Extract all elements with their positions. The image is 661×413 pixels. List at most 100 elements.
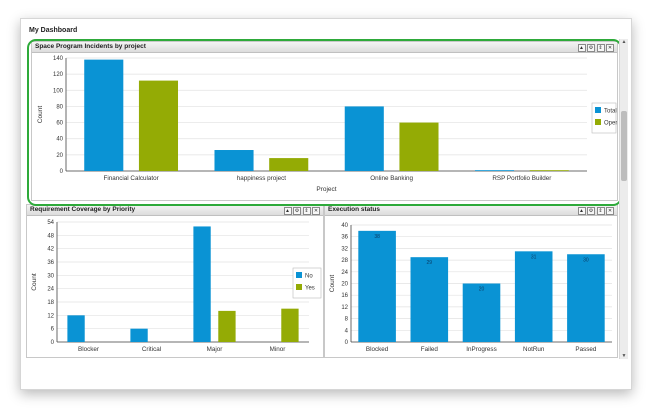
- y-tick-label: 100: [53, 88, 64, 94]
- y-tick-label: 54: [47, 220, 54, 226]
- y-tick-label: 0: [345, 340, 349, 346]
- legend-label: Yes: [305, 286, 315, 292]
- x-tick-label: Minor: [270, 346, 286, 353]
- x-tick-label: Failed: [421, 346, 439, 353]
- requirement-coverage-panel-title: Requirement Coverage by Priority: [30, 206, 136, 213]
- data-label: 38: [374, 234, 380, 240]
- resize-icon[interactable]: ⇕: [302, 206, 311, 215]
- bar: [269, 158, 309, 171]
- settings-icon[interactable]: ⚙: [587, 43, 595, 52]
- execution-status-panel-title: Execution status: [328, 206, 381, 213]
- y-tick-label: 48: [47, 233, 54, 239]
- execution-status-chart: 0 4 8 12 16 20 24 28 32 36 40 38 Blocked 29 Failed 20 In…: [329, 223, 612, 353]
- y-tick-label: 18: [47, 300, 54, 306]
- y-tick-label: 4: [345, 328, 349, 334]
- y-tick-label: 28: [341, 258, 348, 264]
- legend-swatch: [595, 119, 601, 125]
- y-tick-label: 30: [47, 273, 54, 279]
- y-tick-label: 24: [47, 287, 54, 293]
- bar: [130, 328, 148, 342]
- x-tick-label: Passed: [575, 346, 597, 353]
- data-label: 30: [583, 257, 589, 263]
- legend-label: Open: [604, 121, 617, 127]
- x-tick-label: Major: [207, 346, 223, 353]
- y-tick-label: 0: [51, 340, 55, 346]
- close-icon[interactable]: ✕: [606, 206, 614, 215]
- legend-box: [591, 102, 617, 134]
- x-tick-label: Blocked: [366, 346, 389, 353]
- dashboard-title: My Dashboard: [29, 27, 78, 34]
- y-tick-label: 20: [56, 153, 63, 159]
- resize-icon[interactable]: ⇕: [596, 206, 605, 215]
- bar: [218, 310, 236, 342]
- x-tick-label: Online Banking: [370, 175, 413, 182]
- bar: [138, 80, 179, 171]
- bar: [399, 122, 439, 171]
- requirement-coverage-chart: 0 6 12 18 24 30 36 42 48 54 Blocker Critical Major Mi…: [31, 220, 322, 353]
- incidents-chart: 0 20 40 60 80 100 120 140 Financial Calculator ha…: [37, 56, 617, 193]
- x-axis-title: Project: [316, 186, 336, 193]
- incidents-panel: Space Program Incidents by project ▲ ⚙ ⇕…: [31, 41, 618, 201]
- data-label: 20: [479, 287, 485, 293]
- requirement-coverage-panel-header: Requirement Coverage by Priority ▲ ⚙ ⇕ ✕: [27, 205, 323, 216]
- y-axis-title: Count: [37, 106, 44, 124]
- bar: [567, 254, 605, 342]
- resize-icon[interactable]: ⇕: [596, 43, 605, 52]
- legend-swatch: [595, 107, 601, 113]
- y-tick-label: 60: [56, 121, 63, 127]
- dashboard-window: My Dashboard Space Program Incidents by …: [20, 18, 632, 390]
- y-tick-label: 24: [341, 270, 348, 276]
- bar: [84, 59, 124, 171]
- bar: [474, 170, 515, 171]
- scroll-down-icon[interactable]: ▼: [621, 353, 627, 359]
- settings-icon[interactable]: ⚙: [587, 206, 595, 215]
- y-tick-label: 36: [47, 260, 54, 266]
- scrollbar-thumb[interactable]: [621, 111, 627, 181]
- y-tick-label: 80: [56, 104, 63, 110]
- y-tick-label: 12: [341, 305, 348, 311]
- bar: [514, 251, 553, 342]
- y-tick-label: 42: [47, 247, 54, 253]
- bar: [67, 315, 85, 342]
- incidents-panel-controls: ▲ ⚙ ⇕ ✕: [577, 43, 614, 52]
- close-icon[interactable]: ✕: [312, 206, 320, 215]
- y-tick-label: 16: [341, 293, 348, 299]
- legend-swatch: [296, 272, 302, 278]
- y-tick-label: 40: [56, 137, 63, 143]
- requirement-coverage-panel-controls: ▲ ⚙ ⇕ ✕: [283, 206, 320, 215]
- execution-status-panel: Execution status ▲ ⚙ ⇕ ✕ 0 4 8 12 16 20 24 28 32…: [324, 204, 618, 358]
- y-tick-label: 32: [341, 246, 348, 252]
- scroll-up-icon[interactable]: ▲: [621, 39, 627, 45]
- bar: [281, 308, 299, 342]
- bar: [410, 257, 449, 342]
- settings-icon[interactable]: ⚙: [293, 206, 301, 215]
- collapse-icon[interactable]: ▲: [577, 43, 586, 52]
- incidents-panel-header: Space Program Incidents by project ▲ ⚙ ⇕…: [32, 42, 617, 53]
- y-tick-label: 6: [51, 327, 55, 333]
- bar: [193, 226, 211, 342]
- y-tick-label: 140: [53, 56, 64, 62]
- incidents-panel-title: Space Program Incidents by project: [35, 43, 146, 50]
- dashboard-scrollbar[interactable]: ▲ ▼: [619, 39, 628, 359]
- collapse-icon[interactable]: ▲: [283, 206, 292, 215]
- y-tick-label: 0: [60, 169, 64, 175]
- bar: [344, 106, 384, 171]
- y-tick-label: 20: [341, 282, 348, 288]
- legend-label: Total: [604, 109, 617, 115]
- bar: [358, 230, 396, 342]
- x-tick-label: InProgress: [466, 346, 496, 353]
- x-tick-label: happiness project: [237, 175, 287, 182]
- legend-label: No: [305, 274, 313, 280]
- legend-swatch: [296, 284, 302, 290]
- x-tick-label: NotRun: [523, 346, 545, 353]
- y-tick-label: 8: [345, 317, 349, 323]
- x-tick-label: Blocker: [78, 346, 99, 353]
- y-axis-title: Count: [31, 273, 38, 291]
- collapse-icon[interactable]: ▲: [577, 206, 586, 215]
- x-tick-label: Critical: [142, 346, 161, 353]
- y-tick-label: 40: [341, 223, 348, 229]
- x-tick-label: Financial Calculator: [103, 175, 158, 182]
- requirement-coverage-panel: Requirement Coverage by Priority ▲ ⚙ ⇕ ✕…: [26, 204, 324, 358]
- y-axis-title: Count: [329, 275, 336, 293]
- y-tick-label: 12: [47, 313, 54, 319]
